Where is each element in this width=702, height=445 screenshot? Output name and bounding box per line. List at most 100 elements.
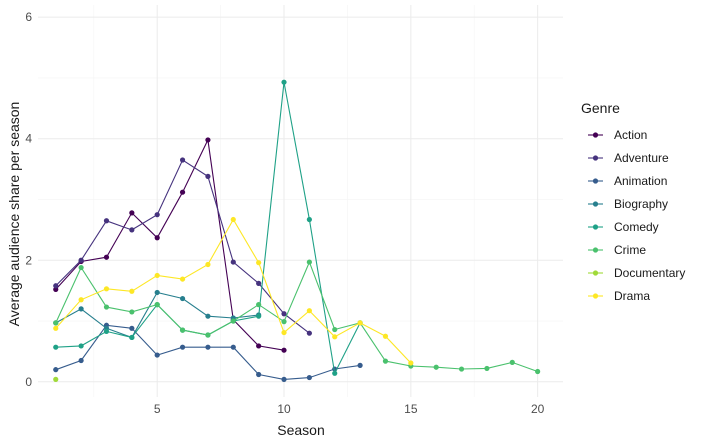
legend-item-drama: Drama (588, 289, 650, 303)
data-point (78, 306, 84, 312)
data-point (256, 260, 262, 266)
series-drama (53, 216, 414, 366)
data-point (179, 295, 186, 302)
data-point (256, 302, 262, 308)
data-point (179, 157, 186, 163)
data-point (53, 344, 59, 350)
data-point (154, 289, 160, 296)
data-point (256, 280, 262, 286)
series-adventure (53, 157, 312, 336)
y-axis-title: Average audience share per season (6, 102, 22, 327)
data-point (78, 297, 84, 303)
data-point (382, 358, 389, 364)
data-point (179, 344, 186, 350)
gridlines (38, 5, 563, 397)
data-point (129, 325, 135, 331)
data-point (306, 308, 312, 314)
data-point (154, 235, 160, 241)
data-point (103, 218, 110, 224)
legend-item-comedy: Comedy (588, 220, 659, 234)
data-point (256, 343, 262, 349)
y-axis-ticks: 0 2 4 6 (25, 10, 32, 389)
data-point (306, 259, 312, 265)
data-point (78, 343, 84, 349)
data-point (53, 367, 59, 373)
legend-key-point (592, 270, 599, 276)
data-point (484, 365, 490, 372)
data-point (230, 259, 236, 265)
legend-label: Comedy (614, 220, 659, 234)
data-point (230, 216, 236, 223)
legend-label: Documentary (614, 266, 685, 280)
data-point (332, 326, 338, 333)
series-lines (53, 79, 541, 382)
legend-key-point (592, 132, 599, 138)
data-point (357, 320, 363, 326)
data-point (306, 330, 312, 336)
legend-item-action: Action (588, 128, 647, 142)
data-point (230, 344, 236, 350)
y-tick-label: 6 (25, 10, 32, 24)
data-point (281, 79, 287, 85)
data-point (256, 371, 262, 378)
legend-title: Genre (581, 100, 620, 116)
series-animation (53, 322, 363, 382)
data-point (53, 320, 59, 326)
data-point (281, 311, 287, 317)
data-point (509, 359, 515, 365)
data-point (281, 376, 287, 382)
series-comedy (53, 79, 363, 376)
data-point (103, 286, 110, 292)
data-point (78, 257, 84, 263)
data-point (129, 334, 135, 341)
data-point (205, 261, 211, 268)
data-point (103, 304, 110, 310)
data-point (53, 286, 59, 293)
data-point (179, 276, 186, 282)
legend-label: Adventure (614, 151, 669, 165)
data-point (53, 283, 59, 289)
x-axis-title: Season (277, 422, 324, 438)
legend-key-point (592, 247, 599, 253)
legend-item-crime: Crime (588, 243, 646, 257)
data-point (306, 374, 312, 381)
legend-key-point (592, 201, 599, 207)
series-action (53, 137, 287, 353)
legend-key-point (592, 293, 599, 299)
data-point (281, 329, 287, 336)
legend-label: Biography (614, 197, 668, 211)
data-point (129, 227, 135, 233)
data-point (154, 302, 160, 308)
data-point (154, 352, 160, 358)
data-point (256, 313, 262, 319)
data-point (458, 366, 465, 372)
legend-key-point (592, 224, 599, 230)
data-point (205, 332, 211, 338)
legend: Genre Action Adventure Animation Biography C… (581, 100, 685, 303)
data-point (179, 327, 186, 333)
data-point (357, 362, 363, 368)
data-point (129, 288, 135, 294)
data-point (103, 254, 110, 260)
legend-item-adventure: Adventure (588, 151, 669, 165)
legend-label: Drama (614, 289, 650, 303)
data-point (78, 264, 84, 271)
x-tick-label: 15 (404, 402, 418, 416)
data-point (78, 357, 84, 364)
series-documentary (53, 376, 59, 382)
x-tick-label: 10 (277, 402, 291, 416)
data-point (154, 212, 160, 218)
x-axis-ticks: 5 10 15 20 (154, 402, 545, 416)
legend-item-animation: Animation (588, 174, 667, 188)
data-point (205, 344, 211, 350)
data-point (205, 137, 211, 143)
data-point (332, 370, 338, 376)
data-point (332, 334, 338, 340)
x-tick-label: 5 (154, 402, 161, 416)
data-point (306, 216, 312, 223)
data-point (281, 319, 287, 325)
y-tick-label: 4 (25, 132, 32, 146)
legend-label: Crime (614, 243, 646, 257)
data-point (129, 210, 135, 216)
data-point (53, 376, 59, 382)
